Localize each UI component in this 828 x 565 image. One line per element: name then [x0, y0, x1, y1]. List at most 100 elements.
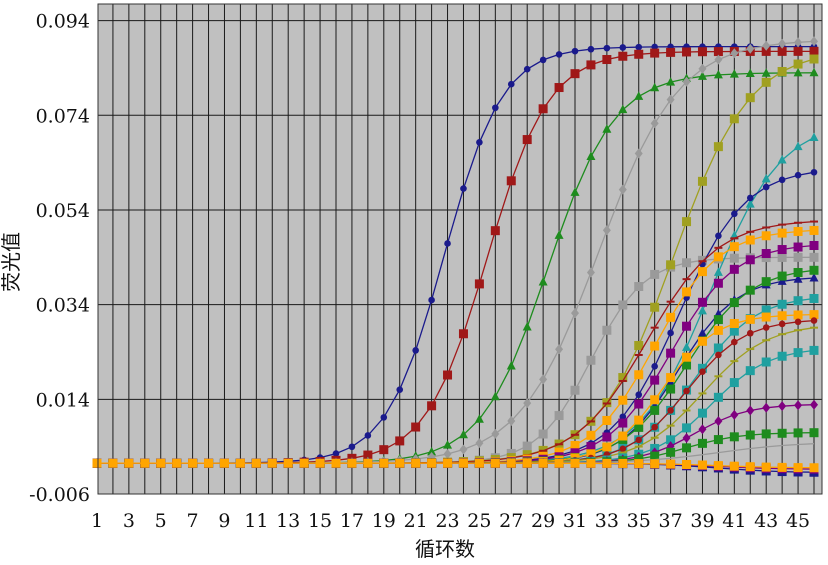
data-point	[666, 47, 676, 57]
data-point	[761, 77, 771, 87]
data-point	[666, 348, 676, 358]
data-point	[331, 458, 341, 468]
data-point	[713, 435, 723, 445]
data-point	[554, 458, 564, 468]
data-point	[650, 118, 659, 129]
data-point	[618, 431, 628, 441]
data-point	[761, 231, 771, 241]
data-point	[571, 47, 579, 55]
data-point	[683, 387, 690, 395]
data-point	[522, 135, 532, 145]
data-point	[650, 82, 660, 92]
data-point	[793, 226, 803, 236]
data-point	[283, 458, 293, 468]
x-tick-label: 15	[308, 510, 332, 532]
data-point	[761, 173, 771, 183]
data-point	[458, 329, 468, 339]
data-point	[411, 458, 421, 468]
data-point	[491, 428, 500, 439]
data-point	[618, 373, 628, 383]
data-point	[490, 391, 500, 401]
data-point	[777, 245, 787, 255]
data-point	[698, 424, 707, 435]
data-point	[634, 148, 643, 159]
data-point	[476, 139, 483, 146]
data-point	[522, 321, 532, 331]
data-point	[809, 225, 819, 235]
data-point	[586, 60, 596, 70]
data-point	[460, 185, 467, 192]
data-point	[745, 285, 755, 295]
data-point	[619, 44, 627, 51]
data-point	[777, 351, 787, 361]
data-point	[634, 341, 644, 351]
x-tick-label: 33	[595, 510, 619, 532]
data-point	[697, 408, 707, 418]
data-point	[697, 267, 707, 277]
series-layer	[92, 36, 819, 477]
data-point	[204, 458, 214, 468]
data-point	[777, 311, 787, 321]
data-point	[490, 458, 500, 468]
data-point	[682, 360, 692, 370]
data-point	[729, 114, 739, 124]
data-point	[444, 240, 451, 247]
data-point	[697, 460, 707, 470]
data-point	[570, 458, 580, 468]
data-point	[554, 447, 564, 457]
data-point	[682, 217, 692, 227]
data-point	[809, 265, 819, 275]
data-point	[651, 423, 658, 431]
x-tick-label: 25	[467, 510, 491, 532]
data-point	[666, 260, 676, 270]
x-tick-label: 23	[435, 510, 459, 532]
data-point	[108, 458, 118, 468]
data-point	[697, 47, 707, 57]
data-point	[490, 226, 500, 236]
data-point	[474, 279, 484, 289]
data-point	[713, 343, 723, 353]
data-point	[809, 241, 819, 251]
y-tick-label: 0.034	[36, 295, 90, 317]
data-point	[586, 430, 596, 440]
data-point	[778, 320, 786, 328]
data-point	[682, 287, 692, 297]
data-point	[682, 342, 692, 351]
x-tick-label: 29	[531, 510, 555, 532]
data-point	[730, 409, 739, 420]
data-point	[762, 324, 770, 331]
data-point	[778, 176, 786, 184]
data-point	[761, 68, 771, 77]
data-point	[267, 458, 277, 468]
data-point	[793, 268, 803, 278]
data-point	[650, 395, 660, 405]
data-point	[777, 299, 787, 309]
y-tick-label: 0.014	[36, 389, 90, 411]
data-point	[745, 366, 755, 376]
x-tick-label: 13	[276, 510, 300, 532]
data-point	[729, 253, 739, 263]
data-point	[219, 458, 229, 468]
data-point	[794, 400, 803, 411]
data-point	[539, 56, 547, 64]
data-point	[555, 51, 563, 58]
data-point	[555, 344, 564, 355]
data-point	[682, 76, 691, 87]
data-point	[809, 132, 819, 141]
data-point	[586, 449, 596, 459]
data-point	[571, 308, 579, 319]
data-point	[793, 252, 803, 262]
y-tick-label: 0.054	[36, 200, 90, 222]
data-point	[730, 48, 739, 59]
data-point	[713, 252, 723, 262]
data-point	[809, 272, 819, 282]
data-point	[793, 463, 803, 473]
data-point	[523, 398, 532, 409]
data-point	[315, 458, 325, 468]
data-point	[602, 432, 612, 442]
data-point	[729, 298, 739, 308]
data-point	[364, 432, 372, 439]
data-point	[697, 336, 707, 346]
data-point	[522, 441, 532, 451]
